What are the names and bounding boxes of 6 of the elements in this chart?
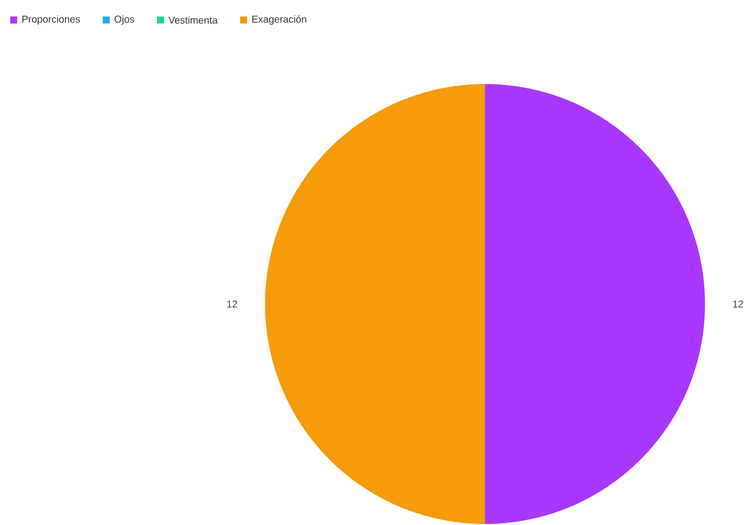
legend-label: Exageración [252, 15, 306, 25]
legend-label: Vestimenta [168, 16, 218, 24]
data-label: 12 [227, 300, 238, 308]
legend-label: Ojos [114, 15, 134, 25]
legend-label: Proporciones [22, 15, 80, 25]
data-label: 12 [733, 300, 744, 308]
